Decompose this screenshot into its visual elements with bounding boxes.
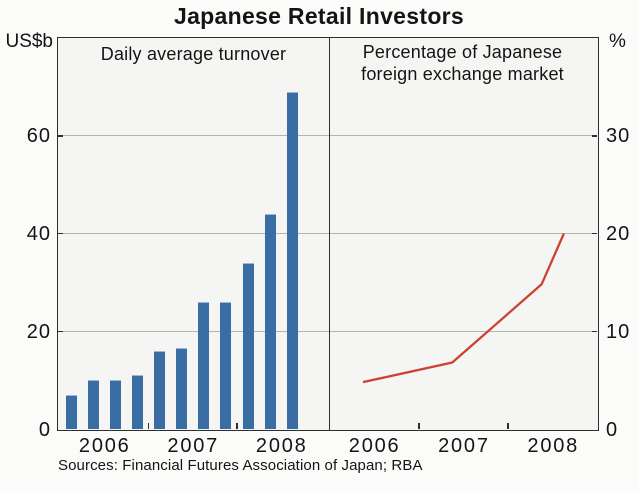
right-axis-tick-label: 0 xyxy=(606,418,619,441)
bar-2006-q3 xyxy=(109,380,121,429)
left-axis-tick-label: 0 xyxy=(38,418,51,441)
bar-2006-q2 xyxy=(87,380,99,429)
bar-2008-q3 xyxy=(286,91,298,429)
right-axis-unit-label: % xyxy=(609,31,626,52)
left-axis-unit-label: US$b xyxy=(5,31,53,52)
right-axis-tick xyxy=(592,232,597,235)
plot-layer xyxy=(58,38,598,430)
line-series xyxy=(362,233,565,384)
bar-2007-q1 xyxy=(154,350,166,429)
bar-2006-q4 xyxy=(131,375,143,429)
gridline xyxy=(58,233,597,234)
x-axis-year-label: 2007 xyxy=(438,435,490,457)
year-boundary-tick xyxy=(418,423,420,429)
bar-2008-q1 xyxy=(242,262,254,429)
right-panel-title-line2: foreign exchange market xyxy=(361,63,564,84)
bar-2006-q1 xyxy=(65,394,77,429)
left-axis-tick xyxy=(58,330,63,332)
left-axis-tick xyxy=(58,135,63,137)
year-boundary-tick xyxy=(236,423,238,429)
bar-2007-q4 xyxy=(220,301,232,429)
bar-2007-q2 xyxy=(176,348,188,429)
left-axis-tick-label: 40 xyxy=(26,223,51,245)
right-panel-title-line1: Percentage of Japanese xyxy=(362,42,563,62)
right-axis-tick xyxy=(592,135,597,137)
x-axis-year-label: 2007 xyxy=(167,435,220,457)
right-axis-tick-label: 30 xyxy=(606,125,631,148)
left-axis-tick-label: 60 xyxy=(26,125,51,148)
right-panel-title: Percentage of Japanese foreign exchange … xyxy=(330,42,595,85)
left-panel-title: Daily average turnover xyxy=(100,44,287,64)
left-axis-tick xyxy=(58,232,63,235)
x-axis-year-label: 2006 xyxy=(78,435,131,457)
chart-title: Japanese Retail Investors xyxy=(173,3,465,29)
bar-2008-q2 xyxy=(264,213,276,429)
year-boundary-tick xyxy=(147,423,150,429)
plot-frame: Daily average turnover Percentage of Jap… xyxy=(57,37,599,431)
x-axis-year-label: 2008 xyxy=(527,435,580,457)
left-axis-tick-label: 20 xyxy=(26,320,51,343)
gridline xyxy=(58,135,597,137)
gridline xyxy=(58,330,597,332)
right-axis-tick xyxy=(592,330,597,332)
market-share-line-svg xyxy=(362,233,565,384)
sources-note: Sources: Financial Futures Association o… xyxy=(58,457,423,474)
bar-2007-q3 xyxy=(198,301,210,429)
x-axis-year-label: 2006 xyxy=(348,435,401,457)
x-axis-year-label: 2008 xyxy=(255,435,308,457)
panel-divider xyxy=(328,38,331,430)
year-boundary-tick xyxy=(507,423,509,429)
right-axis-tick-label: 10 xyxy=(606,320,631,343)
right-axis-tick-label: 20 xyxy=(606,223,631,245)
